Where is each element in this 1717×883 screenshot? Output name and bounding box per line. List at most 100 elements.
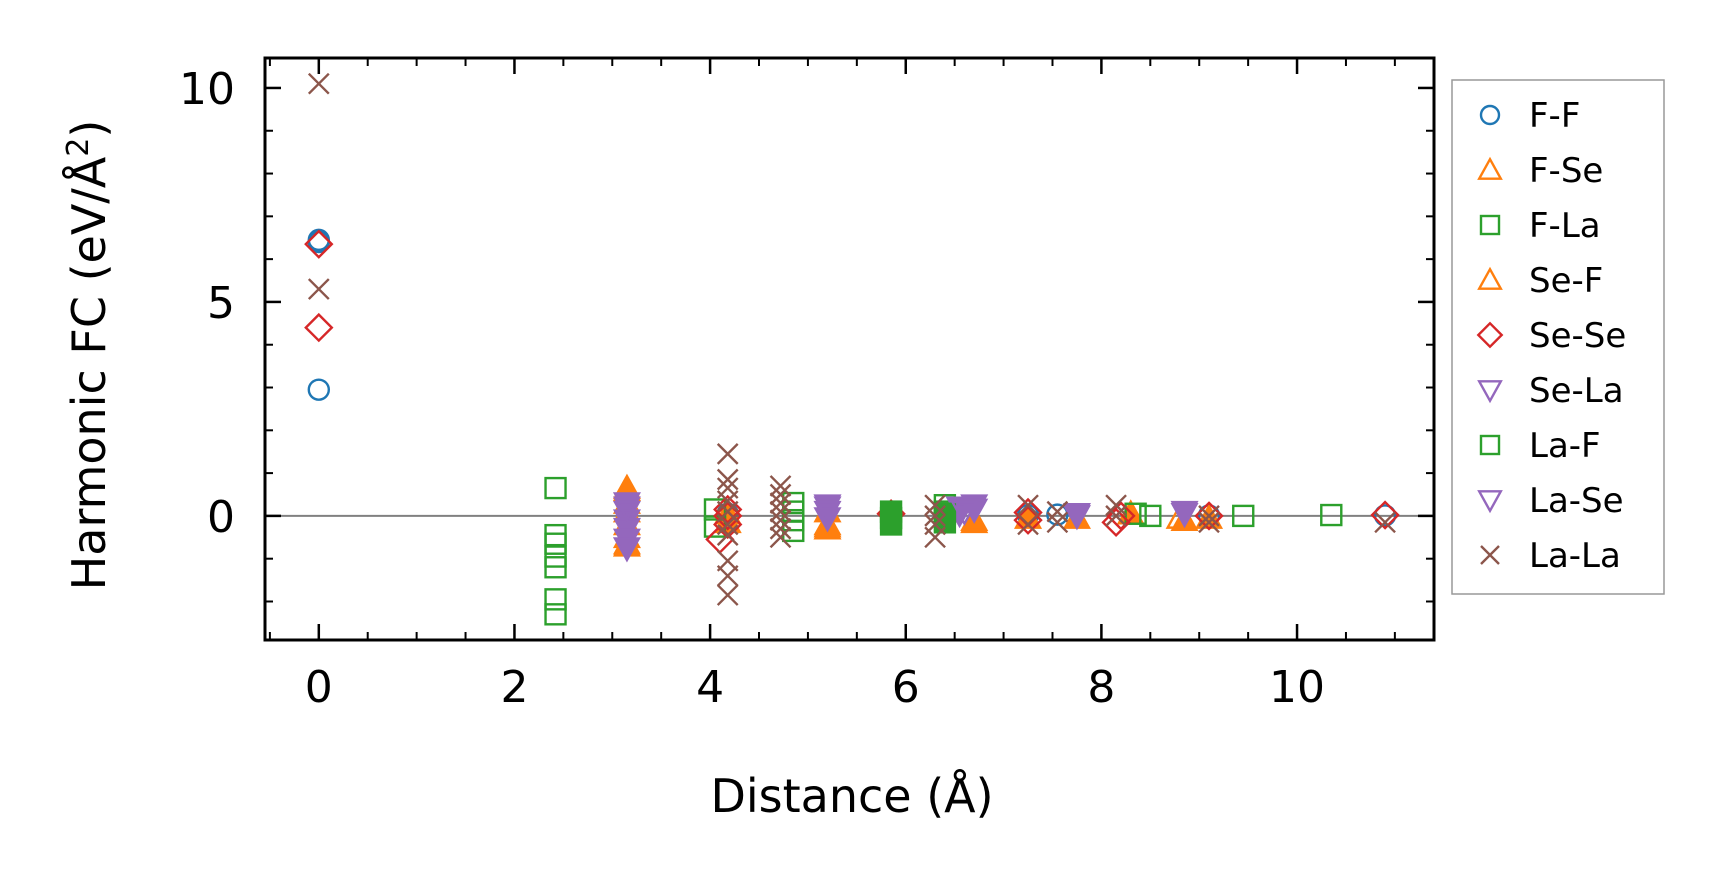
legend-item-se-la: Se-La (1477, 371, 1624, 411)
data-point (716, 584, 739, 606)
data-point (1101, 507, 1131, 538)
legend-label: La-F (1529, 426, 1601, 466)
data-point (544, 532, 567, 555)
data-point (1046, 500, 1069, 523)
data-point (304, 229, 334, 259)
data-point (950, 500, 979, 527)
data-point (1232, 504, 1255, 528)
data-point (304, 312, 334, 343)
data-point (1194, 501, 1224, 531)
series-se-se (304, 229, 1400, 555)
data-point (879, 513, 903, 536)
x-tick-label: 6 (892, 662, 920, 713)
legend-label: F-Se (1529, 151, 1603, 191)
y-tick-label: 10 (179, 64, 235, 115)
data-point (813, 496, 842, 522)
data-point (1370, 500, 1400, 530)
legend-marker (1479, 434, 1501, 456)
data-point (933, 511, 957, 534)
legend-item-se-f: Se-F (1477, 261, 1603, 301)
legend-label: F-La (1529, 206, 1601, 246)
data-point (1017, 513, 1039, 536)
series-la-f (879, 500, 957, 536)
data-point (813, 512, 842, 538)
legend-marker (1479, 104, 1501, 126)
data-point (544, 476, 567, 500)
legend-label: Se-Se (1529, 316, 1626, 356)
legend-item-la-se: La-Se (1477, 481, 1624, 521)
data-point (307, 72, 330, 95)
data-point (612, 537, 641, 563)
data-point (544, 556, 567, 579)
series-f-f (307, 228, 1397, 527)
data-point (924, 526, 946, 549)
data-point (769, 483, 792, 506)
legend-label: La-Se (1529, 481, 1624, 521)
data-point (1373, 504, 1397, 527)
data-point (307, 278, 330, 300)
data-point (924, 505, 946, 527)
data-point (924, 494, 946, 517)
x-axis-title: Distance (Å) (710, 769, 993, 823)
data-point (544, 523, 567, 547)
series-se-la (612, 492, 1199, 563)
series-la-la (307, 72, 1396, 606)
legend-marker (1477, 380, 1503, 404)
x-tick-label: 10 (1269, 662, 1325, 713)
data-point (1017, 494, 1039, 517)
legend-marker (1477, 490, 1503, 514)
data-point (769, 526, 792, 549)
data-point (713, 501, 743, 531)
data-point (713, 494, 743, 525)
data-point (769, 492, 792, 514)
legend-label: La-La (1529, 536, 1621, 576)
x-tick-label: 8 (1087, 662, 1115, 713)
data-point (1170, 502, 1199, 529)
plot-frame (263, 56, 1436, 642)
data-point (716, 490, 739, 512)
x-tick-label: 0 (305, 662, 333, 713)
legend-marker (1480, 545, 1500, 565)
legend-label: Se-F (1529, 261, 1603, 301)
legend-item-la-la: La-La (1480, 536, 1621, 576)
legend-marker (1477, 156, 1503, 180)
data-point (716, 513, 739, 536)
data-point (769, 475, 792, 497)
data-point (1320, 503, 1343, 527)
legend-marker (1476, 321, 1504, 349)
data-point (960, 498, 989, 524)
data-point (716, 468, 739, 491)
data-point (716, 564, 739, 587)
data-point (1198, 511, 1220, 534)
data-point (1139, 504, 1162, 528)
legend-item-se-se: Se-Se (1476, 316, 1626, 356)
data-point (307, 378, 331, 401)
data-point (1105, 505, 1127, 527)
data-point (1198, 505, 1220, 527)
legend-item-la-f: La-F (1479, 426, 1601, 466)
data-point (612, 496, 641, 522)
x-tick-label: 4 (696, 662, 724, 713)
legend-item-f-f: F-F (1479, 96, 1580, 136)
series-la-se (612, 496, 1199, 531)
data-point (544, 603, 567, 626)
legend-item-f-la: F-La (1479, 206, 1601, 246)
data-point (1046, 511, 1069, 534)
data-point (1105, 494, 1127, 517)
data-point (1062, 505, 1091, 531)
legend-marker (1479, 214, 1501, 236)
data-point (716, 442, 739, 465)
data-point (1374, 511, 1396, 534)
data-point (544, 588, 567, 611)
legend-label: F-F (1529, 96, 1580, 136)
legend-label: Se-La (1529, 371, 1624, 411)
data-point (769, 517, 792, 540)
y-axis-title: Harmonic FC (eV/Å2) (61, 120, 117, 591)
legend-item-f-se: F-Se (1477, 151, 1603, 191)
legend: F-F F-Se F-La Se-F Se-Se Se-La La-F La-Se La-La (1451, 79, 1665, 595)
data-point (769, 500, 792, 523)
plot-area: 0 2 4 6 8 10 0 5 10 (179, 56, 1436, 713)
legend-marker (1477, 266, 1503, 290)
series-f-la (544, 476, 1343, 626)
